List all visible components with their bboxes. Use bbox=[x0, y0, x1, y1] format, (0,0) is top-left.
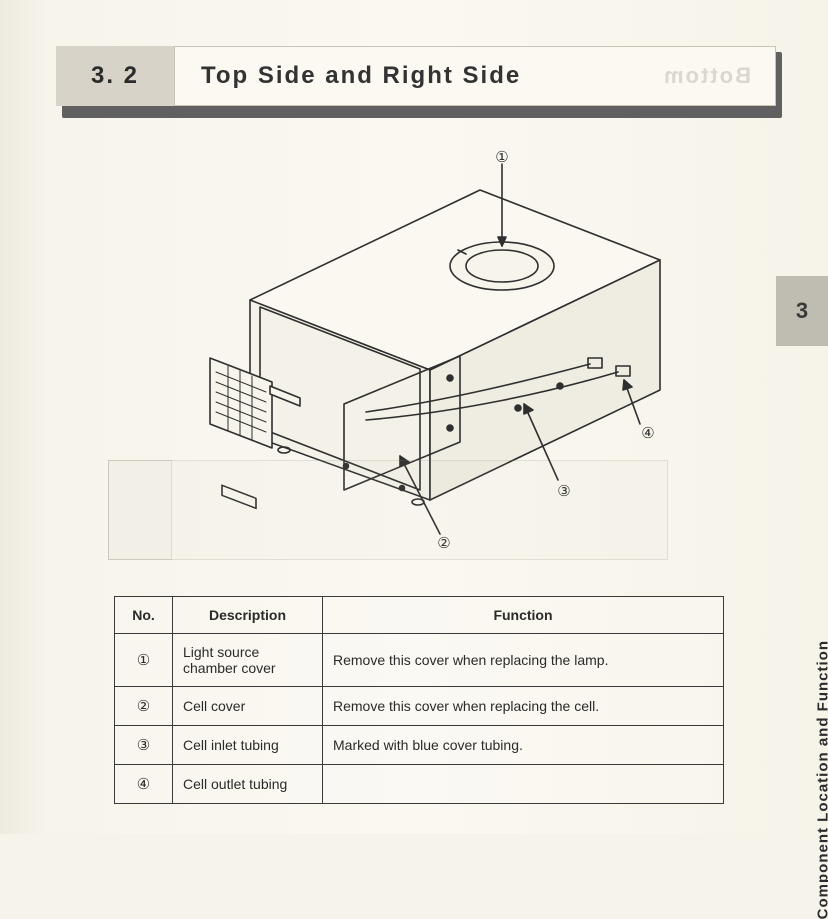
manual-page: 3. 2 Top Side and Right Side Bottom bbox=[0, 0, 828, 834]
table-row: ② Cell cover Remove this cover when repl… bbox=[115, 687, 724, 726]
row-no: ③ bbox=[137, 736, 150, 754]
bleed-through-box bbox=[108, 460, 172, 560]
row-func: Remove this cover when replacing the cel… bbox=[323, 687, 724, 726]
th-function: Function bbox=[323, 597, 724, 634]
section-number: 3. 2 bbox=[56, 46, 174, 106]
table-header-row: No. Description Function bbox=[115, 597, 724, 634]
table-row: ④ Cell outlet tubing bbox=[115, 765, 724, 804]
th-no: No. bbox=[115, 597, 173, 634]
section-title-text: Top Side and Right Side bbox=[201, 62, 521, 90]
table-row: ① Light source chamber cover Remove this… bbox=[115, 634, 724, 687]
row-func bbox=[323, 765, 724, 804]
row-no: ② bbox=[137, 697, 150, 715]
section-title: Top Side and Right Side Bottom bbox=[174, 46, 776, 106]
parts-table: No. Description Function ① Light source … bbox=[114, 596, 724, 804]
row-func: Marked with blue cover tubing. bbox=[323, 726, 724, 765]
row-desc: Light source chamber cover bbox=[173, 634, 323, 687]
row-no: ① bbox=[137, 651, 150, 669]
table-row: ③ Cell inlet tubing Marked with blue cov… bbox=[115, 726, 724, 765]
bleed-through-box bbox=[108, 460, 668, 560]
section-header: 3. 2 Top Side and Right Side Bottom bbox=[56, 46, 776, 112]
callout-1-label: ① bbox=[495, 150, 508, 166]
row-desc: Cell cover bbox=[173, 687, 323, 726]
row-no: ④ bbox=[137, 775, 150, 793]
callout-4-label: ④ bbox=[641, 425, 654, 442]
chapter-tab: 3 bbox=[776, 276, 828, 346]
row-func: Remove this cover when replacing the lam… bbox=[323, 634, 724, 687]
th-description: Description bbox=[173, 597, 323, 634]
row-desc: Cell outlet tubing bbox=[173, 765, 323, 804]
chapter-number: 3 bbox=[796, 298, 808, 324]
row-desc: Cell inlet tubing bbox=[173, 726, 323, 765]
chapter-label: Component Location and Function bbox=[814, 640, 828, 919]
bleed-through-text: Bottom bbox=[662, 63, 751, 89]
